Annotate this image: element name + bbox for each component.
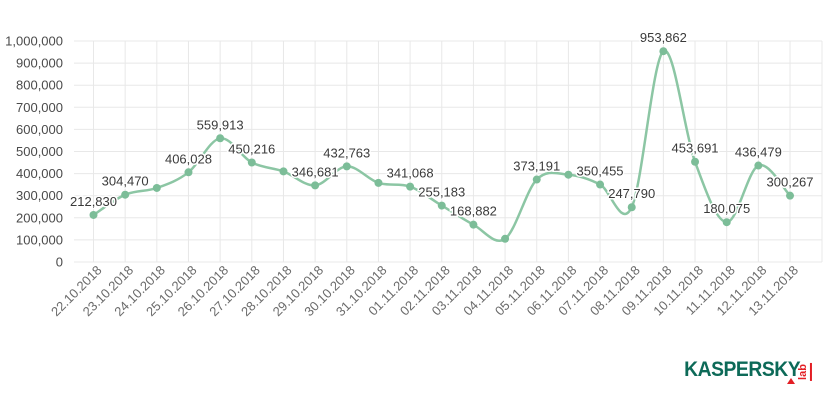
data-point: [627, 203, 636, 212]
data-point: [691, 157, 700, 166]
data-point-label: 373,191: [513, 159, 560, 174]
data-point-label: 953,862: [640, 30, 687, 45]
data-point: [722, 218, 731, 227]
y-axis-tick: 500,000: [16, 144, 63, 159]
data-point: [406, 182, 415, 191]
data-point: [216, 134, 225, 143]
data-point-label: 350,455: [577, 164, 624, 179]
y-axis-tick: 1,000,000: [5, 34, 63, 49]
data-point-label: 212,830: [70, 194, 117, 209]
data-point: [89, 210, 98, 219]
data-point: [279, 167, 288, 176]
data-point: [184, 168, 193, 177]
data-point: [754, 161, 763, 170]
data-point-label: 450,216: [228, 142, 275, 157]
logo-lab-block: lab: [797, 356, 817, 388]
data-point-label: 436,479: [735, 145, 782, 160]
y-axis-tick: 600,000: [16, 122, 63, 137]
data-point-label: 346,681: [292, 164, 339, 179]
data-point-label: 255,183: [418, 185, 465, 200]
data-point: [437, 201, 446, 210]
data-point: [564, 170, 573, 179]
data-point-label: 300,267: [767, 175, 814, 190]
logo-lab-text: lab: [797, 363, 812, 381]
data-point: [659, 47, 668, 56]
y-axis-tick: 200,000: [16, 210, 63, 225]
data-point: [532, 175, 541, 184]
logo-text: KASPERSKY: [683, 358, 801, 381]
data-point-label: 432,763: [323, 145, 370, 160]
y-axis-tick: 0: [56, 255, 63, 270]
data-point-label: 304,470: [102, 174, 149, 189]
data-point: [596, 180, 605, 189]
data-point-label: 559,913: [197, 117, 244, 132]
y-axis-tick: 800,000: [16, 78, 63, 93]
data-point: [247, 158, 256, 167]
data-point-label: 341,068: [387, 166, 434, 181]
y-axis-tick: 100,000: [16, 232, 63, 247]
data-point-label: 247,790: [608, 186, 655, 201]
data-point: [121, 190, 130, 199]
data-point: [374, 178, 383, 187]
line-chart-canvas: 0 100,000 200,000 300,000 400,000 500,000 600,…: [5, 29, 823, 319]
y-axis-tick: 700,000: [16, 100, 63, 115]
data-point-label: 406,028: [165, 151, 212, 166]
kaspersky-lab-logo: KASPERSKY lab: [674, 356, 817, 390]
line-chart: 0 100,000 200,000 300,000 400,000 500,000 600,…: [5, 29, 823, 319]
data-point-label: 168,882: [450, 204, 497, 219]
data-point: [469, 220, 478, 229]
data-point: [342, 162, 351, 171]
data-point: [501, 234, 510, 243]
y-axis-tick: 400,000: [16, 166, 63, 181]
data-point-label: 453,691: [672, 141, 719, 156]
y-axis-tick: 300,000: [16, 188, 63, 203]
data-point: [152, 183, 161, 192]
data-point: [311, 181, 320, 190]
logo-triangle-icon: [787, 378, 795, 384]
data-point: [786, 191, 795, 200]
data-point-label: 180,075: [703, 201, 750, 216]
y-axis-tick: 900,000: [16, 56, 63, 71]
